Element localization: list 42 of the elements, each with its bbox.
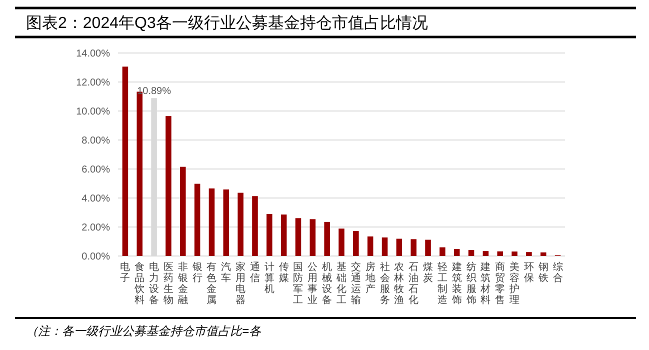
y-tick-label: 6.00% xyxy=(82,164,110,176)
x-tick-label: 电力设备 xyxy=(149,261,160,306)
x-tick-label: 非银金融 xyxy=(176,261,188,306)
x-tick-label: 美容护理 xyxy=(508,261,520,306)
x-tick-label: 交通运输 xyxy=(350,261,361,306)
y-tick-label: 0.00% xyxy=(82,252,110,262)
x-tick-label: 钢铁 xyxy=(537,262,548,284)
x-tick-label: 建筑材料 xyxy=(480,261,491,306)
x-tick-label: 综合 xyxy=(552,261,563,284)
x-tick-label: 公用事业 xyxy=(308,261,318,306)
x-tick-label: 纺织服饰 xyxy=(465,261,476,306)
x-tick-label: 国防军工 xyxy=(293,262,304,306)
x-tick-label: 基础化工 xyxy=(336,261,346,306)
x-tick-label: 商贸零售 xyxy=(495,261,506,306)
y-tick-label: 2.00% xyxy=(82,222,110,234)
x-tick-label: 食品饮料 xyxy=(134,261,145,306)
y-tick-label: 8.00% xyxy=(82,136,110,146)
x-tick-label: 机械设备 xyxy=(322,261,332,306)
y-tick-label: 4.00% xyxy=(82,194,110,204)
x-tick-label: 通信 xyxy=(250,261,260,284)
x-tick-label: 环保 xyxy=(524,262,534,284)
title: 图表2：2024年Q3各一级行业公募基金持仓市值占比情况 xyxy=(26,15,428,32)
x-tick-label: 有色金属 xyxy=(206,261,217,306)
x-tick-label: 社会服务 xyxy=(380,261,390,306)
x-tick-label: 煤炭 xyxy=(423,261,434,284)
x-tick-label: 轻工制造 xyxy=(437,261,448,306)
x-tick-label: 计算机 xyxy=(264,261,274,295)
x-tick-label: 房地产 xyxy=(364,261,376,295)
text: （注：各一级行业公募基金持仓市值占比=各 xyxy=(26,324,262,338)
y-tick-label: 10.00% xyxy=(76,106,110,118)
x-tick-label: 家用电器 xyxy=(236,261,246,306)
x-tick-label: 农林牧渔 xyxy=(393,262,404,306)
x-tick-label: 医药生物 xyxy=(163,262,174,306)
x-tick-label: 建筑装饰 xyxy=(450,261,462,306)
x-tick-label: 汽车 xyxy=(221,261,232,284)
data-label: 10.89% xyxy=(137,86,172,98)
y-tick-label: 12.00% xyxy=(76,78,110,88)
y-tick-label: 14.00% xyxy=(76,48,110,60)
x-tick-label: 电子 xyxy=(120,261,130,284)
x-tick-label: 石油石化 xyxy=(408,262,419,306)
x-tick-label: 传媒 xyxy=(278,262,289,284)
x-tick-label: 银行 xyxy=(191,262,202,284)
